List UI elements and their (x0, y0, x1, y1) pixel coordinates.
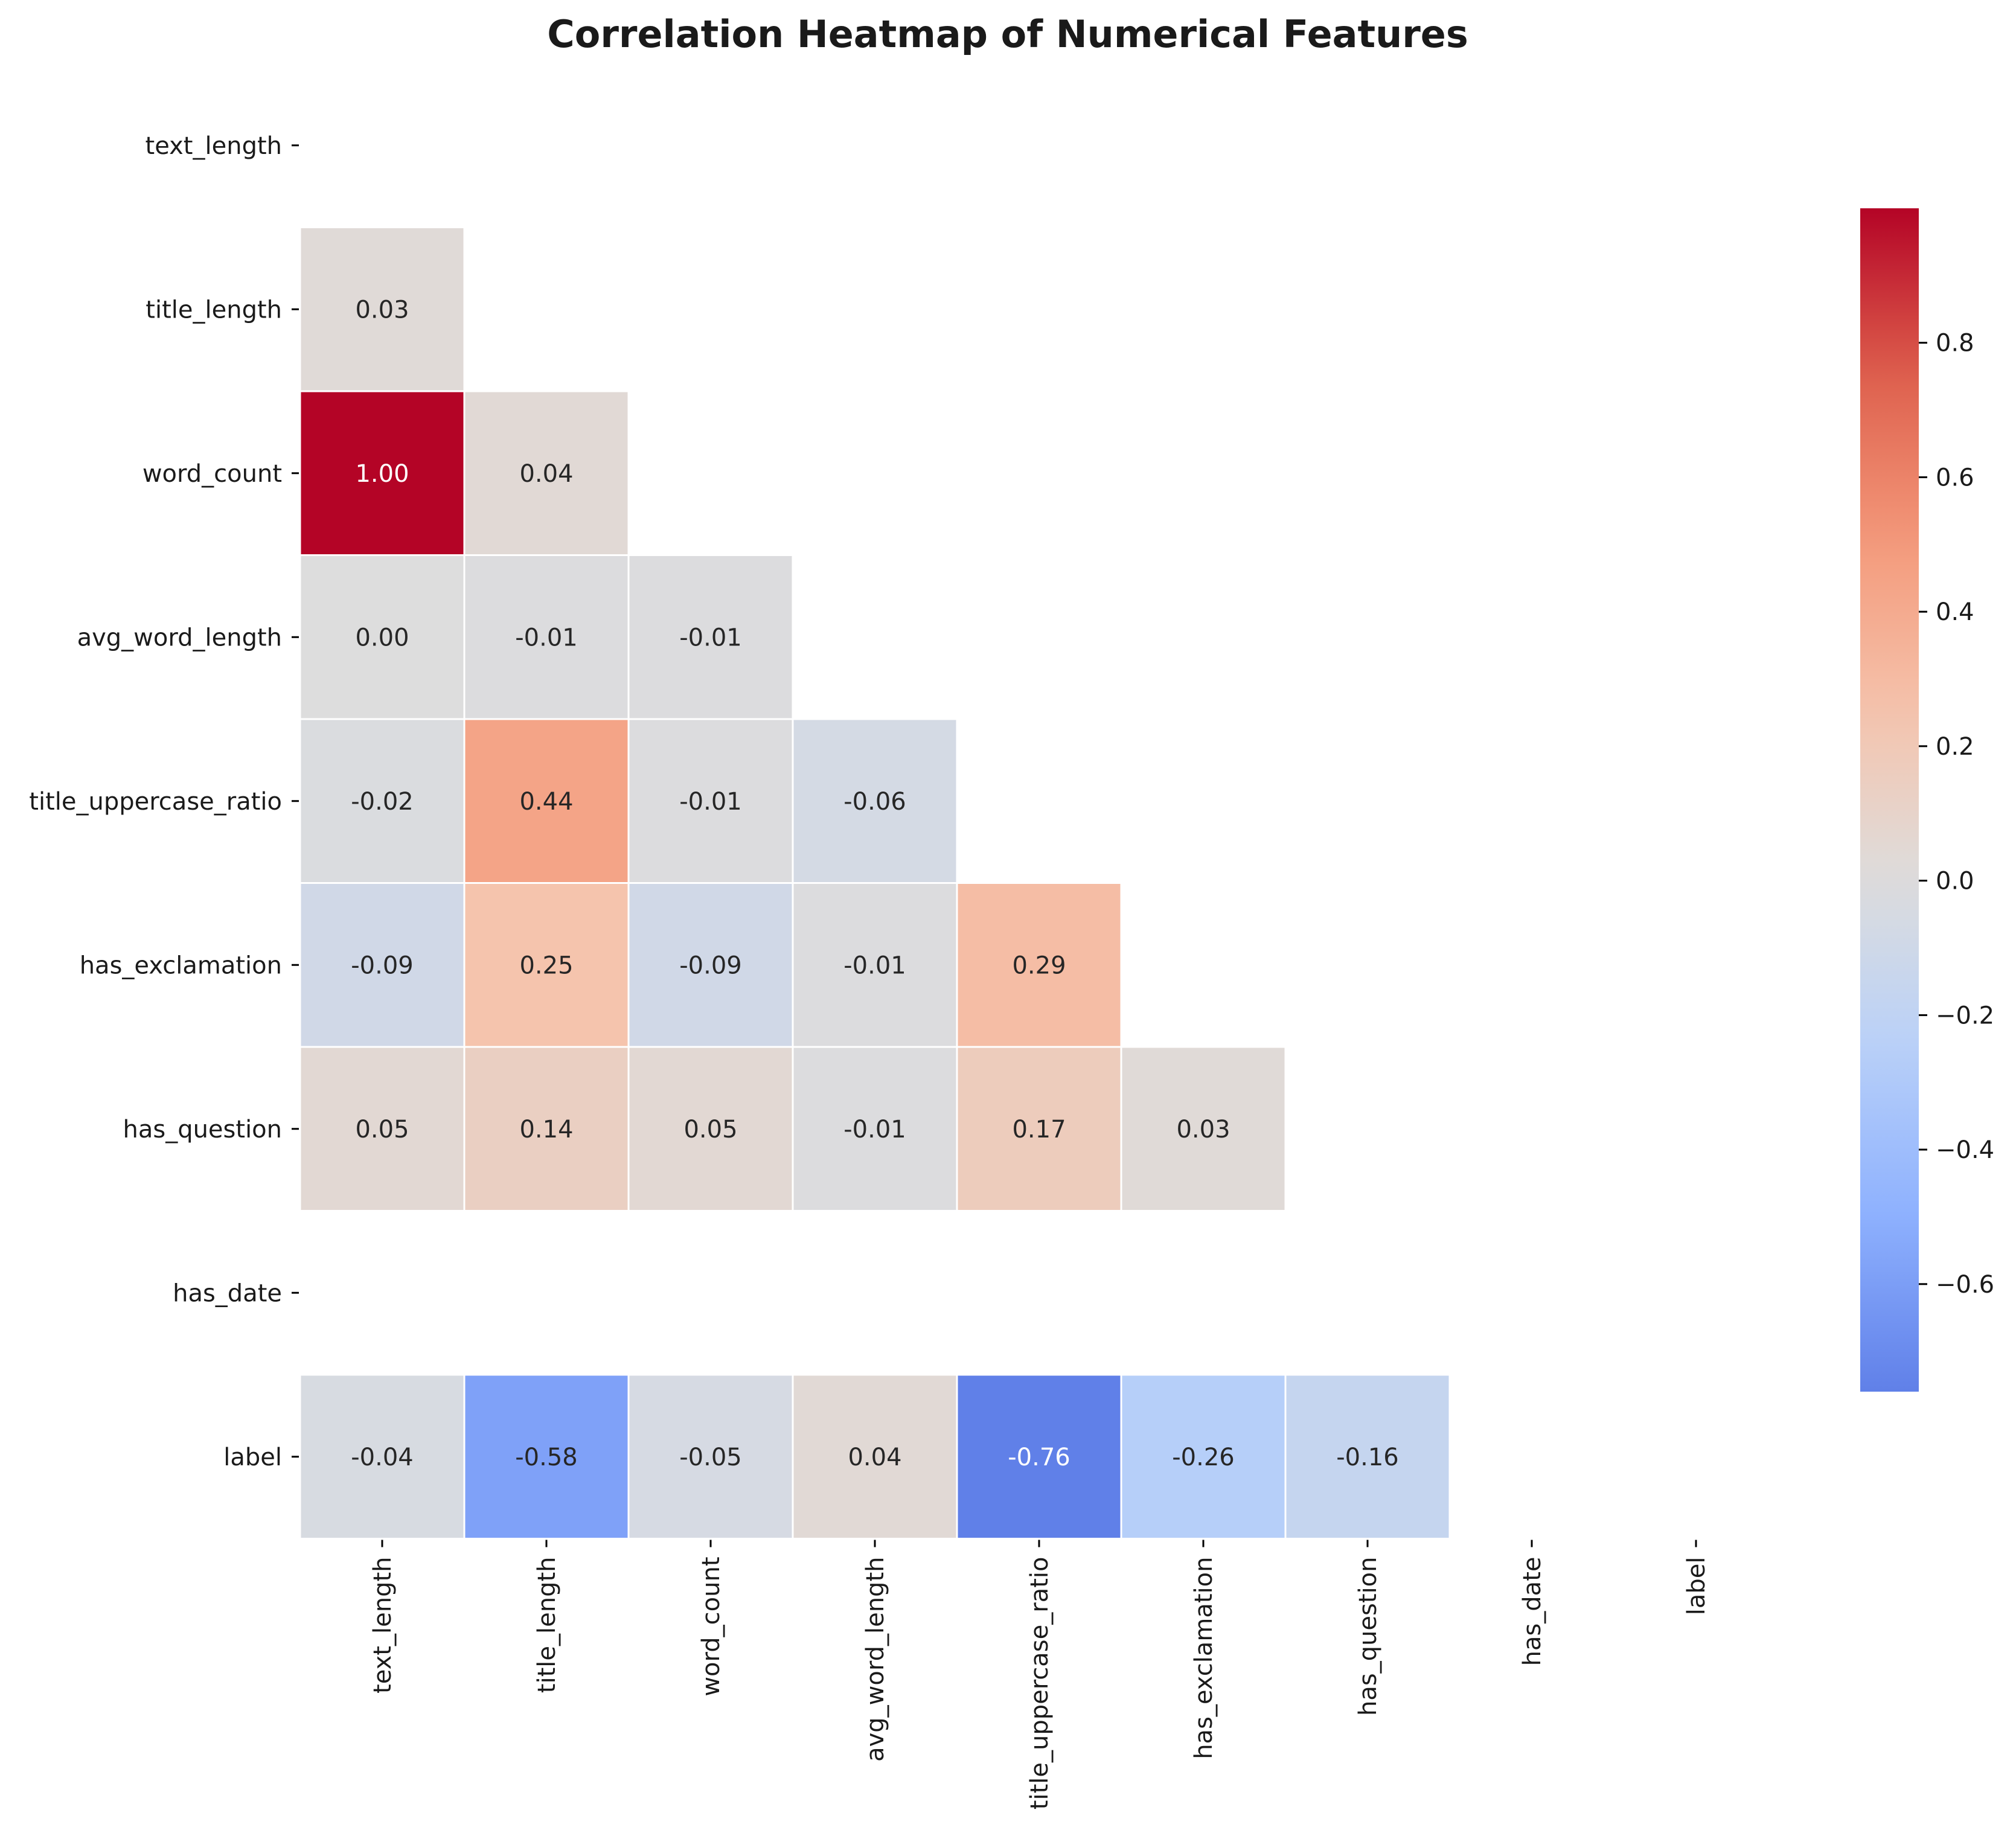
cell-value-label: 0.04 (519, 460, 573, 488)
cell-value-label: -0.16 (1336, 1444, 1399, 1471)
heatmap-cell-word_count-text_length (299, 390, 466, 556)
colorbar: −0.6 −0.4 −0.2 0.0 0.2 0.4 0.6 0.8 (1860, 208, 1994, 1392)
colorbar-tick-label: 0.6 (1936, 464, 1974, 491)
cell-value-label: 0.14 (519, 1116, 573, 1144)
cell-value-label: 0.04 (848, 1444, 901, 1471)
cell-value-label: -0.04 (351, 1444, 414, 1471)
colorbar-tick-label: −0.4 (1936, 1136, 1994, 1164)
cell-value-label: -0.09 (351, 952, 414, 979)
heatmap-cells (299, 226, 1451, 1540)
heatmap-cell-has_question-word_count (627, 1046, 794, 1212)
y-tick-label: title_uppercase_ratio (29, 788, 282, 816)
heatmap-cell-has_question-avg_word_length (792, 1046, 958, 1212)
colorbar-tick-label: −0.2 (1936, 1002, 1994, 1029)
cell-value-label: 0.05 (683, 1116, 737, 1144)
cell-value-label: 0.17 (1012, 1116, 1066, 1144)
heatmap-cell-has_exclamation-title_uppercase_ratio (956, 882, 1122, 1048)
heatmap-cell-label-avg_word_length (792, 1374, 958, 1540)
colorbar-tick-label: 0.8 (1936, 330, 1974, 357)
chart-title: Correlation Heatmap of Numerical Feature… (547, 12, 1468, 56)
cell-value-label: -0.26 (1172, 1444, 1235, 1471)
cell-value-label: -0.01 (843, 952, 906, 979)
heatmap-cell-has_question-has_exclamation (1120, 1046, 1287, 1212)
heatmap-cell-title_uppercase_ratio-avg_word_length (792, 718, 958, 884)
heatmap-cell-avg_word_length-word_count (627, 554, 794, 720)
y-tick-label: has_date (173, 1279, 282, 1307)
cell-value-label: -0.02 (351, 788, 414, 816)
heatmap-cell-label-has_question (1284, 1374, 1451, 1540)
y-tick-label: has_question (123, 1116, 282, 1144)
x-tick-label: avg_word_length (862, 1557, 889, 1762)
cell-value-label: 0.25 (519, 952, 573, 979)
colorbar-tick-label: 0.0 (1936, 868, 1974, 895)
cell-value-label: 0.03 (355, 296, 409, 324)
heatmap-cell-label-text_length (299, 1374, 466, 1540)
cell-value-label: 0.03 (1176, 1116, 1230, 1144)
y-tick-label: has_exclamation (80, 952, 282, 979)
x-tick-label: title_uppercase_ratio (1026, 1557, 1054, 1810)
heatmap-cell-title_length-text_length (299, 226, 466, 392)
cell-value-label: 0.44 (519, 788, 573, 816)
x-tick-label: text_length (369, 1557, 397, 1694)
y-axis: text_length title_length word_count avg_wor… (29, 132, 299, 1471)
x-tick-label: has_exclamation (1190, 1557, 1218, 1759)
heatmap-cell-title_uppercase_ratio-title_length (463, 718, 630, 884)
heatmap-cell-labels: 0.03 1.00 0.04 0.00 -0.01 -0.01 -0.02 0.44 -0.01… (351, 296, 1399, 1471)
cell-value-label: -0.01 (679, 788, 742, 816)
y-tick-label: avg_word_length (77, 624, 282, 651)
cell-value-label: -0.09 (679, 952, 742, 979)
colorbar-tick-label: −0.6 (1936, 1271, 1994, 1299)
cell-value-label: 0.05 (355, 1116, 409, 1144)
heatmap-cell-label-title_length (463, 1374, 630, 1540)
heatmap-cell-avg_word_length-title_length (463, 554, 630, 720)
y-tick-label: word_count (142, 460, 282, 488)
heatmap-cell-has_question-title_length (463, 1046, 630, 1212)
heatmap-cell-has_exclamation-avg_word_length (792, 882, 958, 1048)
x-tick-label: has_date (1518, 1557, 1546, 1666)
colorbar-gradient (1860, 208, 1919, 1392)
heatmap-cell-has_exclamation-title_length (463, 882, 630, 1048)
cell-value-label: -0.58 (515, 1444, 578, 1471)
cell-value-label: -0.01 (679, 624, 742, 651)
y-tick-label: text_length (146, 132, 282, 160)
x-tick-label: word_count (697, 1557, 725, 1697)
y-tick-label: label (223, 1444, 282, 1471)
cell-value-label: -0.76 (1008, 1444, 1070, 1471)
x-tick-label: has_question (1354, 1557, 1382, 1716)
heatmap-cell-avg_word_length-text_length (299, 554, 466, 720)
heatmap-cell-has_question-title_uppercase_ratio (956, 1046, 1122, 1212)
cell-value-label: 0.29 (1012, 952, 1066, 979)
x-tick-label: title_length (533, 1557, 561, 1694)
heatmap-cell-has_exclamation-word_count (627, 882, 794, 1048)
cell-value-label: 0.00 (355, 624, 409, 651)
x-axis: text_length title_length word_count avg_wor… (369, 1540, 1710, 1810)
colorbar-tick-label: 0.2 (1936, 733, 1974, 761)
x-tick-label: label (1683, 1557, 1710, 1616)
y-tick-label: title_length (146, 296, 282, 324)
heatmap-cell-has_question-text_length (299, 1046, 466, 1212)
colorbar-tick-label: 0.4 (1936, 598, 1974, 626)
cell-value-label: -0.06 (843, 788, 906, 816)
cell-value-label: -0.01 (515, 624, 578, 651)
heatmap-cell-label-has_exclamation (1120, 1374, 1287, 1540)
cell-value-label: -0.05 (679, 1444, 742, 1471)
cell-value-label: 1.00 (355, 460, 409, 488)
heatmap-cell-word_count-title_length (463, 390, 630, 556)
cell-value-label: -0.01 (843, 1116, 906, 1144)
